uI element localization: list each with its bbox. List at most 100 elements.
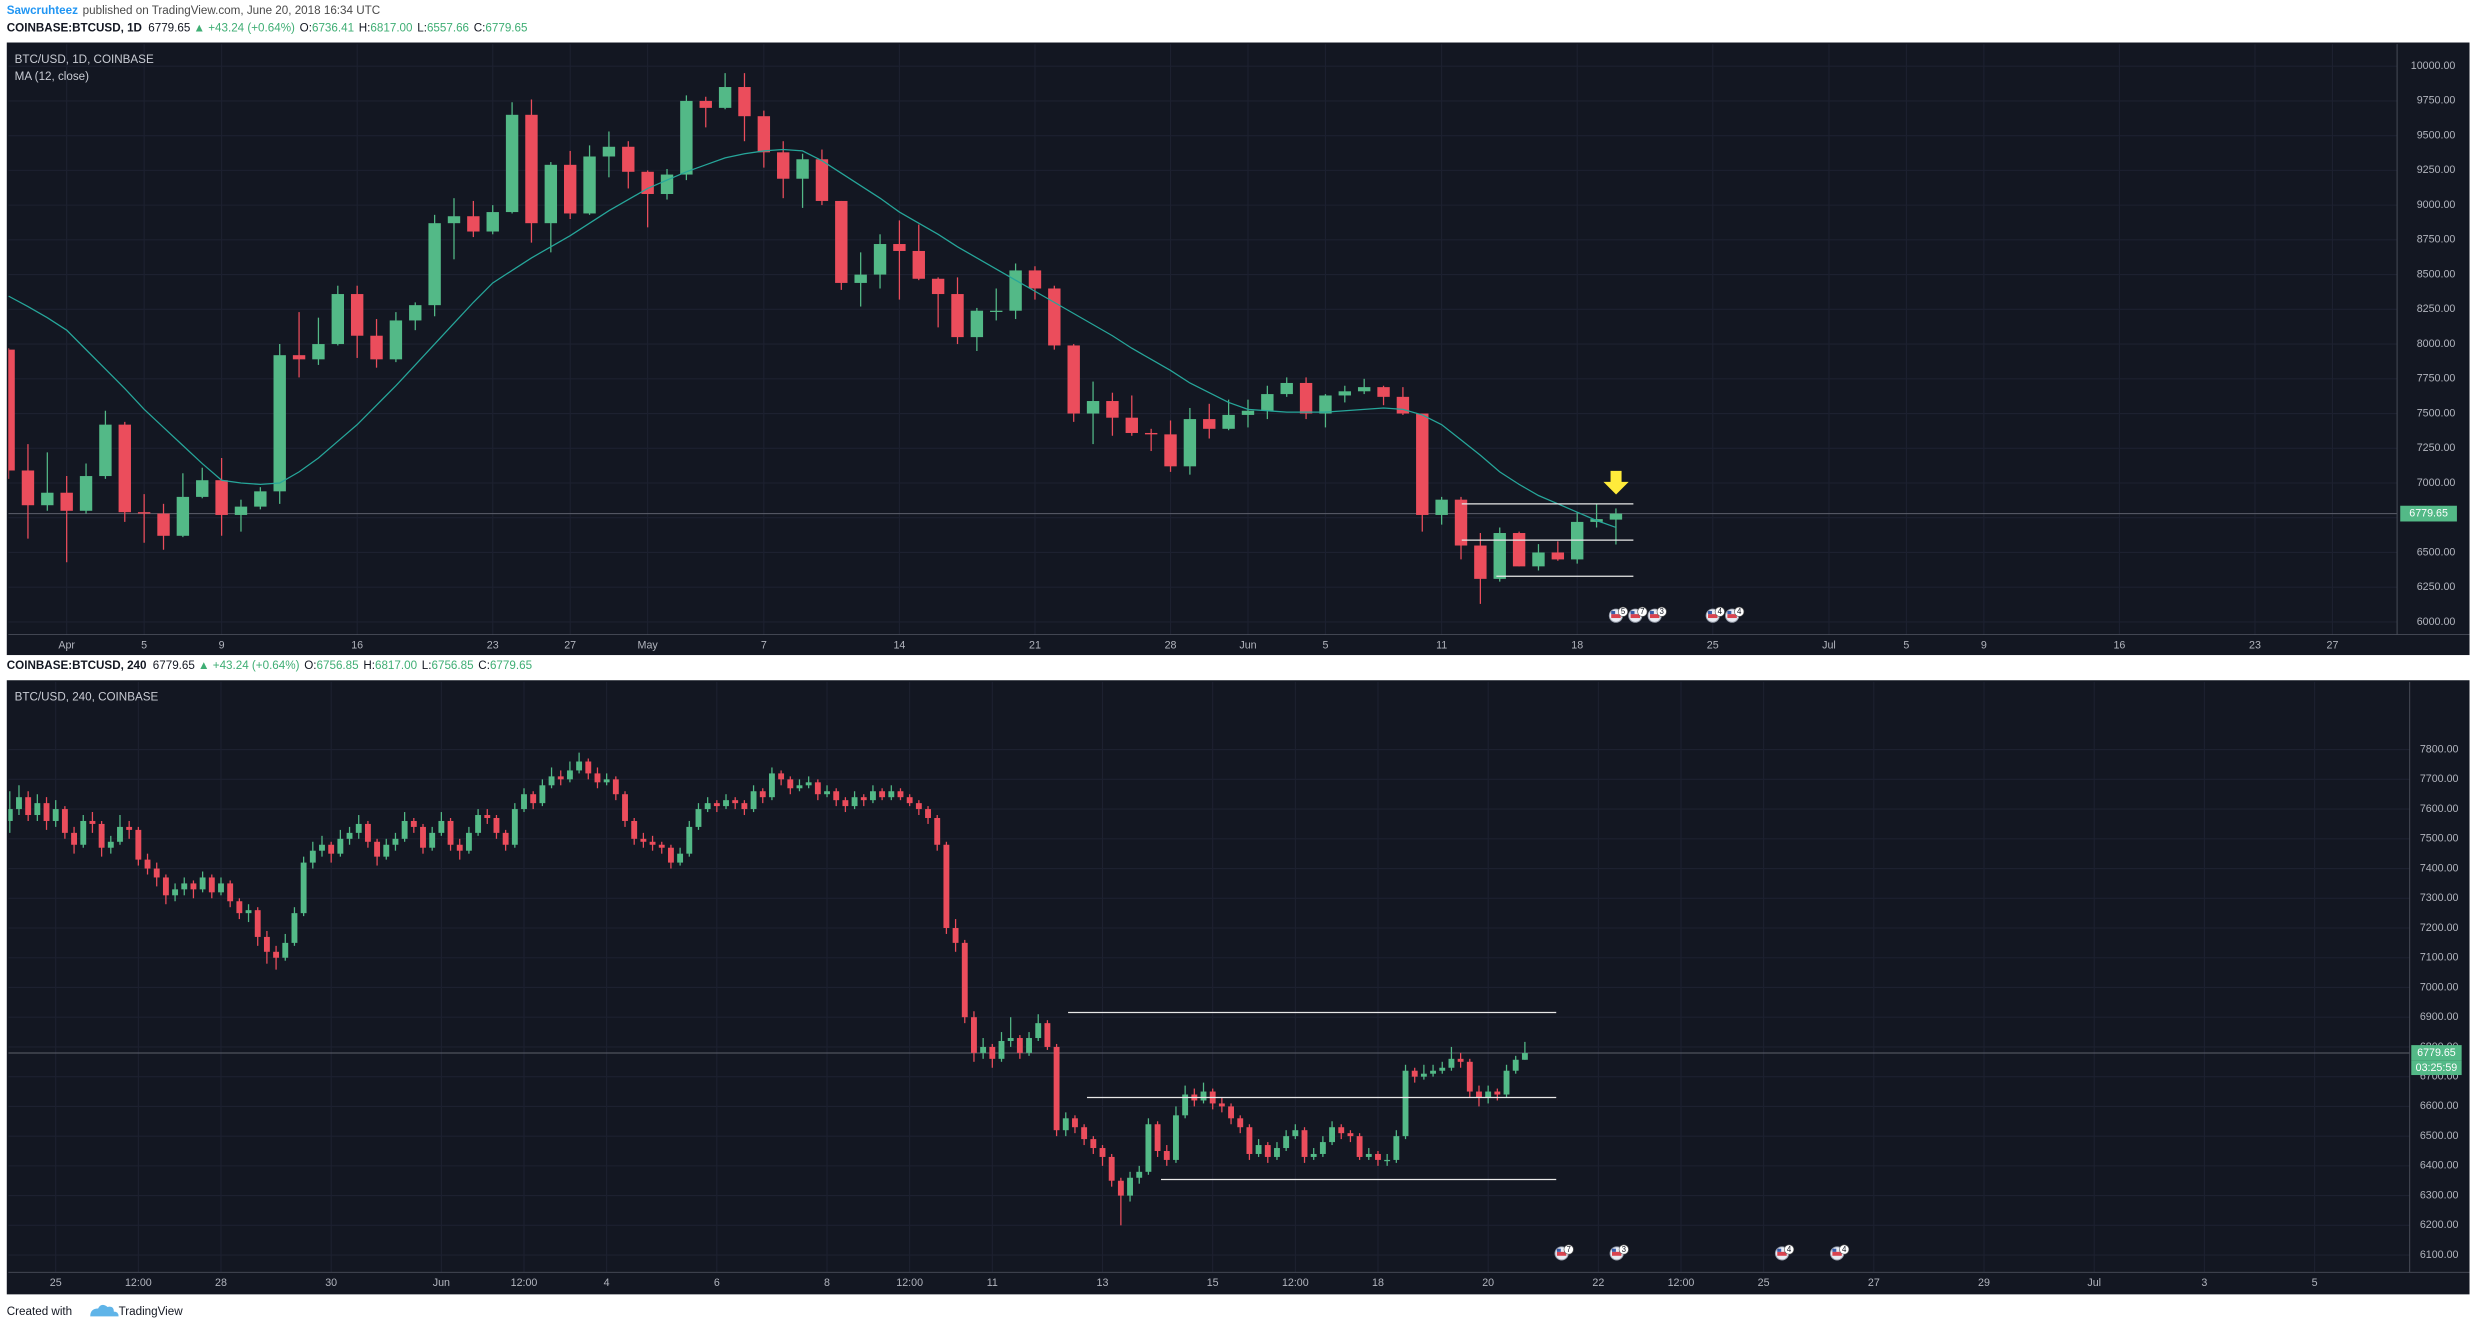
candle-body <box>879 791 886 798</box>
last-price-label: 6779.65 <box>2417 1047 2456 1059</box>
candle-body <box>1183 419 1197 467</box>
candle-body <box>1494 1091 1501 1095</box>
candle-body <box>282 942 289 958</box>
candle-body <box>25 797 32 816</box>
x-tick-label: Jul <box>1822 639 1836 651</box>
candle-body <box>980 1046 987 1053</box>
candle-body <box>631 820 638 839</box>
candle-body <box>952 928 959 943</box>
candle-body <box>842 800 849 807</box>
candle-body <box>410 820 417 827</box>
candle-body <box>493 817 500 833</box>
event-count: 4 <box>1842 1245 1847 1254</box>
candle-body <box>951 294 964 338</box>
candle-body <box>1430 1070 1437 1074</box>
candle-body <box>1512 533 1526 567</box>
candle-body <box>1108 1156 1115 1181</box>
candle-body <box>686 826 693 854</box>
field-label: H: <box>359 21 371 34</box>
candle-body <box>245 910 252 914</box>
candle-body <box>1261 394 1274 411</box>
x-tick-label: 4 <box>604 1277 610 1289</box>
candle-body <box>1127 1177 1133 1196</box>
x-tick-label: 22 <box>1592 1277 1604 1289</box>
candle-body <box>622 146 635 172</box>
field-label: C: <box>474 21 486 34</box>
candle-body <box>137 512 151 514</box>
candle-body <box>98 823 105 848</box>
candle-body <box>328 844 335 854</box>
candle-body <box>1329 1127 1335 1143</box>
event-badge <box>1563 1244 1574 1255</box>
candle-body <box>1319 395 1332 414</box>
candle-body <box>1062 1118 1069 1131</box>
candle-body <box>190 883 197 890</box>
field-value: 6756.85 <box>432 659 474 672</box>
candle-body <box>429 832 436 848</box>
candle-body <box>16 797 22 810</box>
candle-body <box>602 146 616 157</box>
candle-body <box>1416 413 1429 515</box>
candle-body <box>622 794 628 821</box>
candle-body <box>153 868 160 878</box>
candle-body <box>383 844 390 857</box>
candle-body <box>484 815 491 818</box>
y-tick-label: 7600.00 <box>2420 803 2459 815</box>
author[interactable]: Sawcruhteez <box>7 4 78 17</box>
candle-body <box>897 791 904 798</box>
x-tick-label: Apr <box>58 639 75 651</box>
x-tick-label: 16 <box>2113 639 2125 651</box>
candle-body <box>355 823 362 833</box>
candle-body <box>1457 1058 1464 1062</box>
candle-body <box>815 159 829 201</box>
candle-body <box>961 942 968 1018</box>
candle-body <box>1145 1124 1152 1172</box>
event-badge <box>1656 606 1667 617</box>
y-tick-label: 6500.00 <box>2417 546 2456 558</box>
candle-body <box>970 310 984 338</box>
y-tick-label: 6600.00 <box>2420 1100 2459 1112</box>
candle-body <box>1117 1180 1124 1196</box>
candle-body <box>331 294 344 345</box>
candle-body <box>1476 1091 1482 1098</box>
candle-body <box>1310 1153 1317 1157</box>
y-tick-label: 7500.00 <box>2420 833 2459 845</box>
x-tick-label: 3 <box>2201 1277 2207 1289</box>
candle-body <box>1035 1023 1042 1039</box>
field-label: C: <box>478 659 490 672</box>
candle-body <box>208 877 215 893</box>
candle-body <box>658 844 665 848</box>
candle-body <box>723 800 729 807</box>
candle-body <box>824 791 830 795</box>
countdown-label: 03:25:59 <box>2416 1062 2458 1074</box>
event-flag <box>1649 610 1654 615</box>
candle-body <box>1384 1159 1391 1162</box>
candle-body <box>660 174 674 195</box>
candle-body <box>61 809 68 833</box>
plot <box>8 73 2398 604</box>
event-flag <box>1832 1248 1837 1252</box>
brand[interactable]: TradingView <box>119 1305 184 1318</box>
x-tick-label: 15 <box>1207 1277 1219 1289</box>
candle-body <box>680 100 693 175</box>
candle-body <box>254 910 261 937</box>
candle-body <box>1053 1046 1060 1131</box>
candle-body <box>1203 419 1216 429</box>
candle-body <box>263 936 270 952</box>
candle-body <box>392 838 399 845</box>
quote-line: COINBASE:BTCUSD, 240 6779.65 ▲ +43.24 (+0.… <box>7 659 532 672</box>
x-tick-label: 29 <box>1978 1277 1990 1289</box>
candle-body <box>1241 410 1255 415</box>
x-tick-label: 25 <box>1758 1277 1770 1289</box>
x-tick-label: 5 <box>1903 639 1909 651</box>
candle-body <box>989 1046 996 1059</box>
candle-body <box>1292 1130 1299 1137</box>
y-tick-label: 6200.00 <box>2420 1219 2459 1231</box>
footer-text: Created with <box>7 1305 72 1318</box>
x-tick-label: 14 <box>893 639 905 651</box>
event-badge <box>1839 1244 1850 1255</box>
candle-body <box>814 782 821 795</box>
candle-body <box>389 320 403 360</box>
legend: BTC/USD, 1D, COINBASE <box>15 53 154 66</box>
